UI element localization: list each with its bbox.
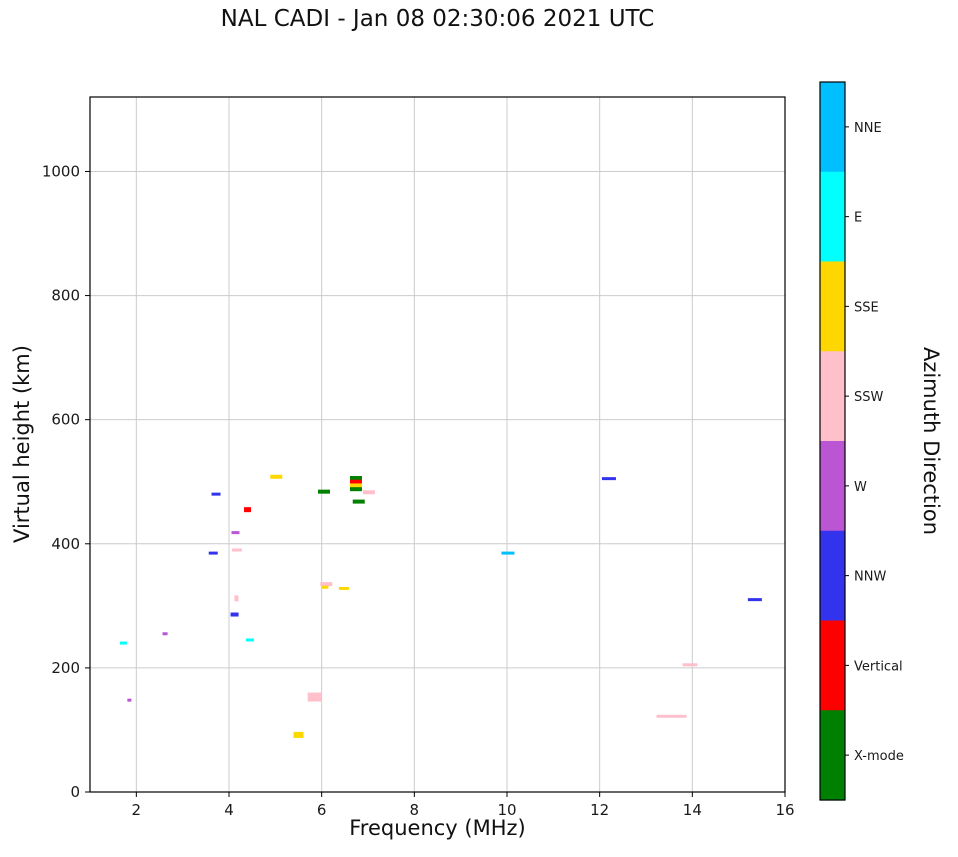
- data-point: [656, 714, 687, 718]
- data-point: [231, 531, 240, 535]
- x-axis-label: Frequency (MHz): [349, 816, 526, 840]
- plot-border: [89, 96, 786, 793]
- x-tick-label: 8: [410, 801, 420, 819]
- x-tick-label: 2: [132, 801, 142, 819]
- data-point: [127, 698, 132, 702]
- colorbar-tick-label: SSW: [854, 390, 884, 405]
- colorbar-label: Azimuth Direction: [919, 346, 943, 536]
- colorbar-tick-label: NNE: [854, 121, 882, 136]
- data-point: [270, 474, 283, 479]
- data-point: [747, 598, 762, 602]
- x-tick-label: 4: [224, 801, 234, 819]
- data-point: [352, 499, 365, 504]
- colorbar-tick-label: W: [854, 480, 867, 495]
- data-point: [307, 692, 322, 702]
- data-point: [245, 638, 254, 642]
- colorbar-segment: [820, 710, 845, 801]
- data-point: [293, 731, 304, 738]
- data-point: [230, 612, 239, 617]
- data-point: [349, 479, 362, 484]
- x-tick-label: 16: [775, 801, 794, 819]
- y-tick-label: 800: [51, 287, 80, 305]
- colorbar-border: [819, 81, 846, 801]
- data-point: [349, 476, 362, 481]
- colorbar-segment: [820, 261, 845, 352]
- y-tick-label: 600: [51, 411, 80, 429]
- chart-title: NAL CADI - Jan 08 02:30:06 2021 UTC: [220, 6, 655, 32]
- data-point: [211, 492, 221, 496]
- x-tick-label: 14: [683, 801, 702, 819]
- data-point: [501, 551, 515, 555]
- data-point: [349, 483, 362, 488]
- colorbar-tick-label: X-mode: [854, 749, 904, 764]
- x-tick-label: 6: [317, 801, 327, 819]
- y-tick-label: 200: [51, 659, 80, 677]
- data-point: [208, 551, 218, 555]
- colorbar-segment: [820, 530, 845, 622]
- y-tick-label: 0: [70, 783, 80, 801]
- data-point: [317, 489, 330, 494]
- colorbar-segment: [820, 171, 845, 263]
- data-point: [234, 595, 239, 602]
- data-point: [119, 641, 127, 645]
- data-point: [231, 548, 242, 552]
- colorbar-segment: [820, 82, 845, 173]
- colorbar-segment: [820, 351, 845, 442]
- data-point: [321, 585, 329, 589]
- data-point: [362, 490, 375, 495]
- y-tick-label: 400: [51, 535, 80, 553]
- data-point: [162, 632, 168, 636]
- x-tick-label: 12: [590, 801, 609, 819]
- colorbar-tick-label: Vertical: [854, 659, 903, 674]
- colorbar-tick-label: SSE: [854, 300, 879, 315]
- data-point: [244, 507, 252, 513]
- colorbar-segment: [820, 620, 845, 711]
- data-point: [320, 582, 333, 587]
- colorbar-segment: [820, 441, 845, 532]
- data-point: [601, 477, 616, 481]
- data-point: [338, 586, 349, 590]
- colorbar-tick-label: E: [854, 211, 862, 226]
- colorbar-tick-label: NNW: [854, 570, 886, 585]
- x-tick-label: 10: [497, 801, 516, 819]
- data-point: [682, 663, 698, 667]
- data-point: [349, 487, 362, 492]
- y-tick-label: 1000: [42, 162, 80, 180]
- y-axis-label: Virtual height (km): [10, 345, 34, 543]
